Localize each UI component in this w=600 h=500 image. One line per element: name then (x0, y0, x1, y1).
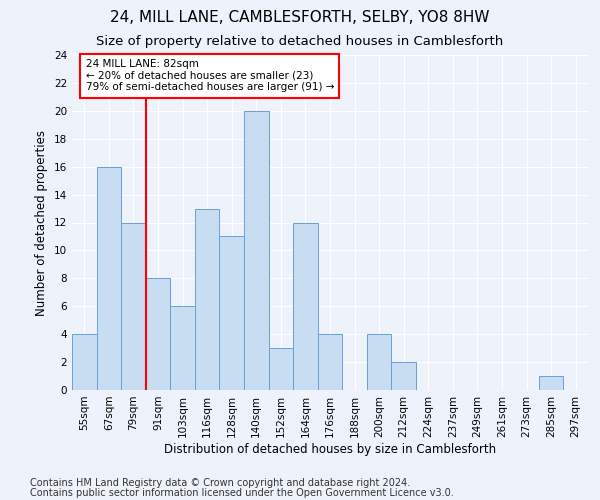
Text: Size of property relative to detached houses in Camblesforth: Size of property relative to detached ho… (97, 35, 503, 48)
Text: Contains HM Land Registry data © Crown copyright and database right 2024.: Contains HM Land Registry data © Crown c… (30, 478, 410, 488)
Bar (121, 222, 146, 390)
X-axis label: Distribution of detached houses by size in Camblesforth: Distribution of detached houses by size … (164, 442, 496, 456)
Bar (244, 111, 269, 390)
Bar (539, 376, 563, 390)
Bar (391, 362, 416, 390)
Bar (72, 334, 97, 390)
Bar (220, 236, 244, 390)
Text: 24, MILL LANE, CAMBLESFORTH, SELBY, YO8 8HW: 24, MILL LANE, CAMBLESFORTH, SELBY, YO8 … (110, 10, 490, 25)
Bar (293, 222, 318, 390)
Bar (367, 334, 391, 390)
Text: Contains public sector information licensed under the Open Government Licence v3: Contains public sector information licen… (30, 488, 454, 498)
Y-axis label: Number of detached properties: Number of detached properties (35, 130, 49, 316)
Bar (269, 348, 293, 390)
Bar (146, 278, 170, 390)
Bar (170, 306, 195, 390)
Bar (195, 208, 220, 390)
Text: 24 MILL LANE: 82sqm
← 20% of detached houses are smaller (23)
79% of semi-detach: 24 MILL LANE: 82sqm ← 20% of detached ho… (86, 59, 334, 92)
Bar (97, 166, 121, 390)
Bar (318, 334, 342, 390)
